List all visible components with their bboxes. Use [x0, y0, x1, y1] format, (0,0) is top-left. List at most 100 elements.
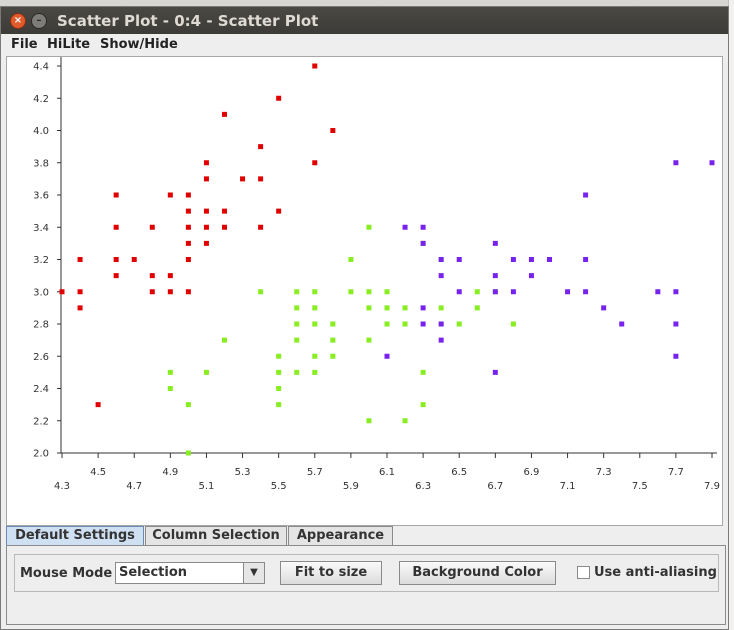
data-point[interactable] [348, 289, 354, 295]
data-point[interactable] [149, 289, 155, 295]
data-point[interactable] [222, 208, 227, 214]
fit-to-size-button[interactable]: Fit to size [280, 561, 382, 585]
data-point[interactable] [113, 257, 119, 262]
data-point[interactable] [312, 305, 318, 311]
data-point[interactable] [709, 160, 715, 166]
data-point[interactable] [203, 224, 209, 230]
data-point[interactable] [402, 305, 408, 311]
data-point[interactable] [276, 386, 282, 391]
data-point[interactable] [456, 257, 462, 262]
data-point[interactable] [583, 257, 589, 262]
data-point[interactable] [240, 176, 246, 182]
data-point[interactable] [474, 289, 480, 295]
data-point[interactable] [203, 369, 209, 375]
data-point[interactable] [348, 257, 354, 262]
data-point[interactable] [185, 450, 191, 456]
data-point[interactable] [420, 402, 426, 408]
data-point[interactable] [294, 337, 300, 343]
data-point[interactable] [366, 289, 372, 295]
data-point[interactable] [438, 257, 444, 262]
data-point[interactable] [113, 192, 119, 198]
data-point[interactable] [366, 418, 372, 424]
data-point[interactable] [258, 144, 264, 150]
data-point[interactable] [312, 63, 318, 69]
data-point[interactable] [492, 369, 498, 375]
data-point[interactable] [673, 160, 679, 166]
data-point[interactable] [510, 321, 516, 327]
tab-default-settings[interactable]: Default Settings [6, 526, 144, 545]
data-point[interactable] [474, 305, 480, 311]
data-point[interactable] [203, 160, 209, 166]
data-point[interactable] [276, 369, 282, 375]
data-point[interactable] [167, 386, 173, 391]
data-point[interactable] [420, 240, 426, 246]
data-point[interactable] [258, 289, 264, 295]
data-point[interactable] [276, 208, 282, 214]
data-point[interactable] [95, 402, 101, 408]
data-point[interactable] [510, 289, 516, 295]
data-point[interactable] [185, 192, 191, 198]
tab-appearance[interactable]: Appearance [288, 526, 393, 545]
data-point[interactable] [402, 224, 408, 230]
data-point[interactable] [330, 321, 336, 327]
data-point[interactable] [113, 224, 119, 230]
data-point[interactable] [673, 321, 679, 327]
data-point[interactable] [294, 289, 300, 295]
data-point[interactable] [294, 321, 300, 327]
data-point[interactable] [185, 257, 191, 262]
data-point[interactable] [384, 353, 390, 359]
data-point[interactable] [565, 289, 571, 295]
data-point[interactable] [619, 321, 625, 327]
mouse-mode-select[interactable]: Selection ▼ [115, 562, 265, 584]
data-point[interactable] [330, 353, 336, 359]
tab-column-selection[interactable]: Column Selection [145, 526, 287, 545]
data-point[interactable] [222, 224, 227, 230]
data-point[interactable] [420, 321, 426, 327]
data-point[interactable] [366, 224, 372, 230]
data-point[interactable] [492, 289, 498, 295]
data-point[interactable] [113, 273, 119, 279]
data-point[interactable] [438, 321, 444, 327]
data-point[interactable] [655, 289, 661, 295]
data-point[interactable] [492, 240, 498, 246]
data-point[interactable] [203, 240, 209, 246]
data-point[interactable] [59, 289, 65, 295]
menu-hilite[interactable]: HiLite [47, 37, 91, 52]
data-point[interactable] [366, 305, 372, 311]
data-point[interactable] [203, 208, 209, 214]
data-point[interactable] [384, 321, 390, 327]
data-point[interactable] [312, 353, 318, 359]
data-point[interactable] [384, 289, 390, 295]
data-point[interactable] [420, 369, 426, 375]
data-point[interactable] [420, 224, 426, 230]
data-point[interactable] [673, 353, 679, 359]
data-point[interactable] [276, 353, 282, 359]
data-point[interactable] [131, 257, 137, 262]
data-point[interactable] [294, 305, 300, 311]
data-point[interactable] [77, 305, 83, 311]
menu-show-hide[interactable]: Show/Hide [100, 37, 178, 52]
data-point[interactable] [456, 289, 462, 295]
data-point[interactable] [438, 273, 444, 279]
data-point[interactable] [438, 337, 444, 343]
data-point[interactable] [492, 273, 498, 279]
data-point[interactable] [276, 402, 282, 408]
data-point[interactable] [366, 337, 372, 343]
minimize-icon[interactable]: – [31, 13, 47, 29]
data-point[interactable] [312, 160, 318, 166]
data-point[interactable] [185, 289, 191, 295]
data-point[interactable] [149, 273, 155, 279]
data-point[interactable] [149, 224, 155, 230]
data-point[interactable] [167, 192, 173, 198]
data-point[interactable] [402, 321, 408, 327]
data-point[interactable] [77, 257, 83, 262]
data-point[interactable] [294, 369, 300, 375]
plot-panel[interactable]: 2.0 2.2 2.4 2.6 2.8 3.0 3.2 3.4 3.6 3.8 4.0 4.2 4.4 … [6, 56, 723, 526]
scatter-plot[interactable]: 2.02.22.42.62.83.03.23.43.63.84.04.24.4 … [7, 57, 722, 525]
data-point[interactable] [167, 289, 173, 295]
data-point[interactable] [222, 337, 227, 343]
data-point[interactable] [384, 305, 390, 311]
data-point[interactable] [276, 95, 282, 101]
title-bar[interactable]: × – Scatter Plot - 0:4 - Scatter Plot [1, 7, 728, 34]
anti-aliasing-checkbox[interactable] [577, 566, 590, 579]
